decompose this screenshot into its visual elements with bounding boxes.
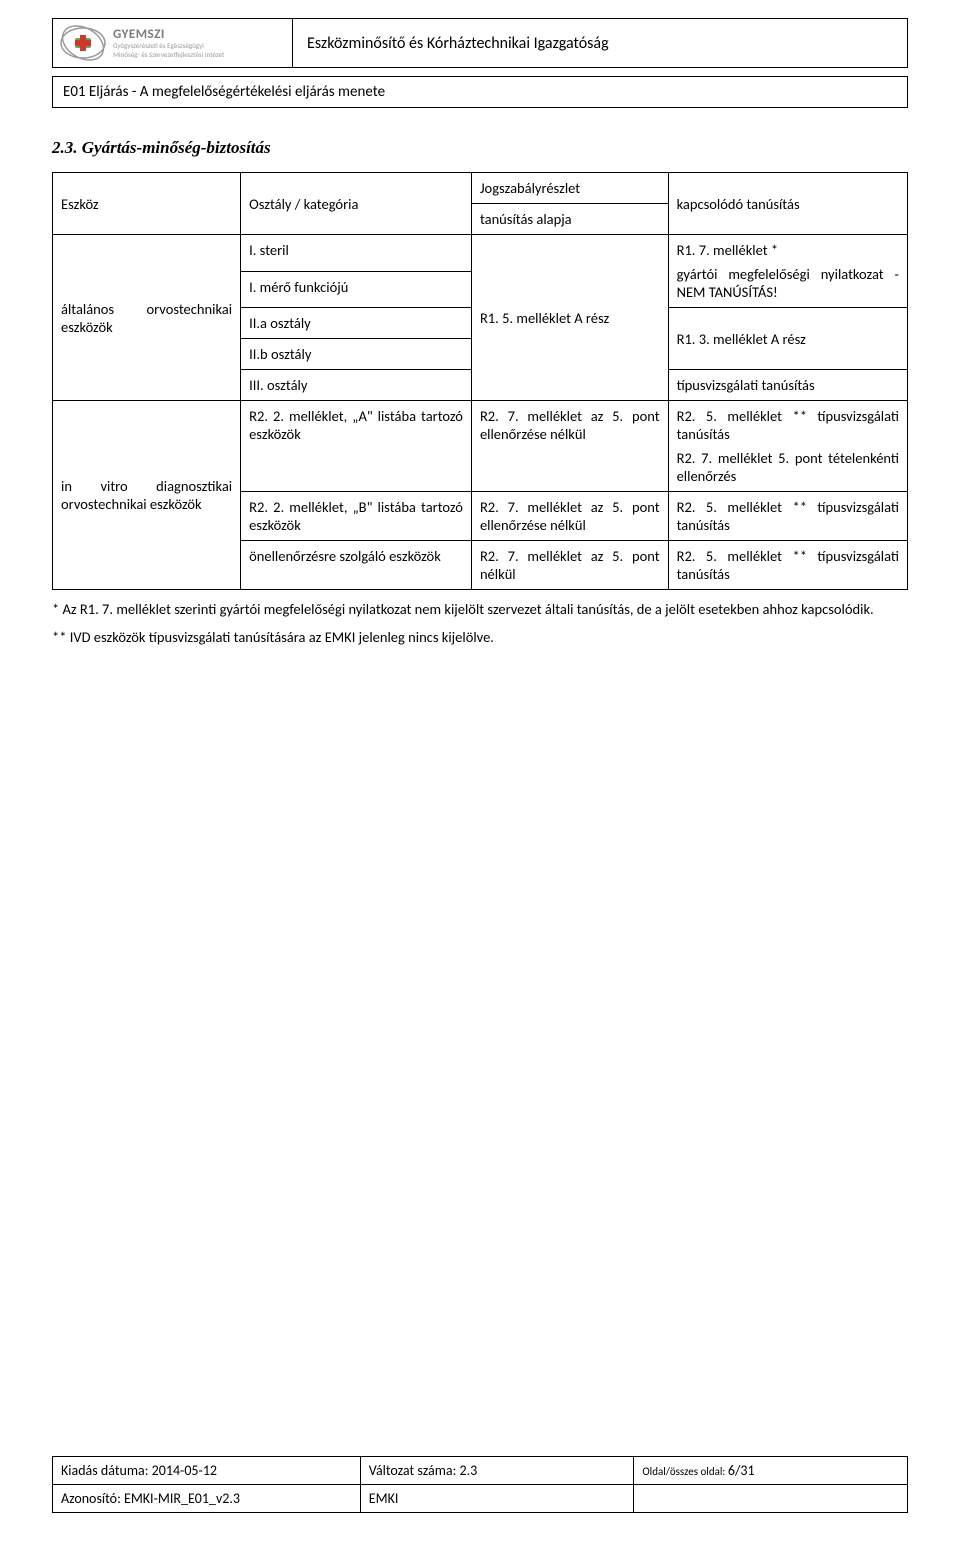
footer-page-label: Oldal/összes oldal: xyxy=(642,1465,727,1478)
cell-kapcsolodo: R2. 5. melléklet ** típusvizsgálati tanú… xyxy=(668,541,907,590)
footer-page-value: 6/31 xyxy=(728,1462,755,1479)
table-header-row: Eszköz Osztály / kategória Jogszabályrés… xyxy=(53,173,908,204)
table-row: általános orvostechnikai eszközök I. ste… xyxy=(53,235,908,272)
th-jogszabaly: Jogszabályrészlet xyxy=(471,173,668,204)
cell-eszkoz-1: általános orvostechnikai eszközök xyxy=(53,235,241,401)
logo-cell: GYEMSZI Gyógyszerészeti és Egészségügyi … xyxy=(53,19,293,67)
cell-osztaly: R2. 2. melléklet, „B" listába tartozó es… xyxy=(241,492,472,541)
footnote-2: ** IVD eszközök típusvizsgálati tanúsítá… xyxy=(52,628,908,648)
logo-subline-1: Gyógyszerészeti és Egészségügyi xyxy=(113,42,224,50)
footnote-1: * Az R1. 7. melléklet szerinti gyártói m… xyxy=(52,600,908,620)
th-osztaly: Osztály / kategória xyxy=(241,173,472,235)
th-eszkoz: Eszköz xyxy=(53,173,241,235)
footer-empty xyxy=(634,1485,908,1513)
cell-osztaly: önellenőrzésre szolgáló eszközök xyxy=(241,541,472,590)
section-heading: 2.3. Gyártás-minőség-biztosítás xyxy=(52,138,908,158)
cell-osztaly: I. steril xyxy=(241,235,472,272)
text-line: R1. 7. melléklet * xyxy=(677,241,899,259)
th-kapcsolodo: kapcsolódó tanúsítás xyxy=(668,173,907,235)
document-subheader: E01 Eljárás - A megfelelőségértékelési e… xyxy=(52,76,908,108)
footer-row-2: Azonosító: EMKI-MIR_E01_v2.3 EMKI xyxy=(53,1485,908,1513)
cell-eszkoz-2: in vitro diagnosztikai orvostechnikai es… xyxy=(53,401,241,590)
cell-kapcsolodo: R1. 7. melléklet * gyártói megfelelőségi… xyxy=(668,235,907,308)
footer-issue-date: Kiadás dátuma: 2014-05-12 xyxy=(53,1457,361,1485)
cell-jogszabaly: R1. 5. melléklet A rész xyxy=(471,235,668,401)
document-footer: Kiadás dátuma: 2014-05-12 Változat száma… xyxy=(52,1456,908,1513)
cell-osztaly: II.b osztály xyxy=(241,339,472,370)
footer-row-1: Kiadás dátuma: 2014-05-12 Változat száma… xyxy=(53,1457,908,1485)
logo-brand: GYEMSZI xyxy=(113,28,224,41)
cell-jogszabaly: R2. 7. melléklet az 5. pont nélkül xyxy=(471,541,668,590)
text-line: R2. 5. melléklet ** típusvizsgálati tanú… xyxy=(677,407,899,443)
cell-kapcsolodo: típusvizsgálati tanúsítás xyxy=(668,370,907,401)
footer-table: Kiadás dátuma: 2014-05-12 Változat száma… xyxy=(52,1456,908,1513)
header-title: Eszközminősítő és Kórháztechnikai Igazga… xyxy=(293,19,907,67)
document-header: GYEMSZI Gyógyszerészeti és Egészségügyi … xyxy=(52,18,908,68)
main-table: Eszköz Osztály / kategória Jogszabályrés… xyxy=(52,172,908,590)
cell-jogszabaly: R2. 7. melléklet az 5. pont ellenőrzése … xyxy=(471,401,668,492)
cell-kapcsolodo: R2. 5. melléklet ** típusvizsgálati tanú… xyxy=(668,492,907,541)
cell-osztaly: I. mérő funkciójú xyxy=(241,271,472,308)
footer-version: Változat száma: 2.3 xyxy=(360,1457,634,1485)
text-line: gyártói megfelelőségi nyilatkozat - NEM … xyxy=(677,265,899,301)
footer-identifier: Azonosító: EMKI-MIR_E01_v2.3 xyxy=(53,1485,361,1513)
logo-text: GYEMSZI Gyógyszerészeti és Egészségügyi … xyxy=(113,28,224,58)
logo-subline-2: Minőség- és Szervezetfejlesztési Intézet xyxy=(113,51,224,59)
footnotes: * Az R1. 7. melléklet szerinti gyártói m… xyxy=(52,600,908,647)
cell-osztaly: II.a osztály xyxy=(241,308,472,339)
cell-kapcsolodo: R1. 3. melléklet A rész xyxy=(668,308,907,370)
th-tanusitas-alapja: tanúsítás alapja xyxy=(471,204,668,235)
footer-org: EMKI xyxy=(360,1485,634,1513)
text-line: R2. 7. melléklet 5. pont tételenkénti el… xyxy=(677,449,899,485)
cell-osztaly: III. osztály xyxy=(241,370,472,401)
table-row: in vitro diagnosztikai orvostechnikai es… xyxy=(53,401,908,492)
cell-jogszabaly: R2. 7. melléklet az 5. pont ellenőrzése … xyxy=(471,492,668,541)
cell-osztaly: R2. 2. melléklet, „A" listába tartozó es… xyxy=(241,401,472,492)
gyemszi-logo-icon xyxy=(59,23,107,63)
cell-kapcsolodo: R2. 5. melléklet ** típusvizsgálati tanú… xyxy=(668,401,907,492)
footer-page: Oldal/összes oldal: 6/31 xyxy=(634,1457,908,1485)
